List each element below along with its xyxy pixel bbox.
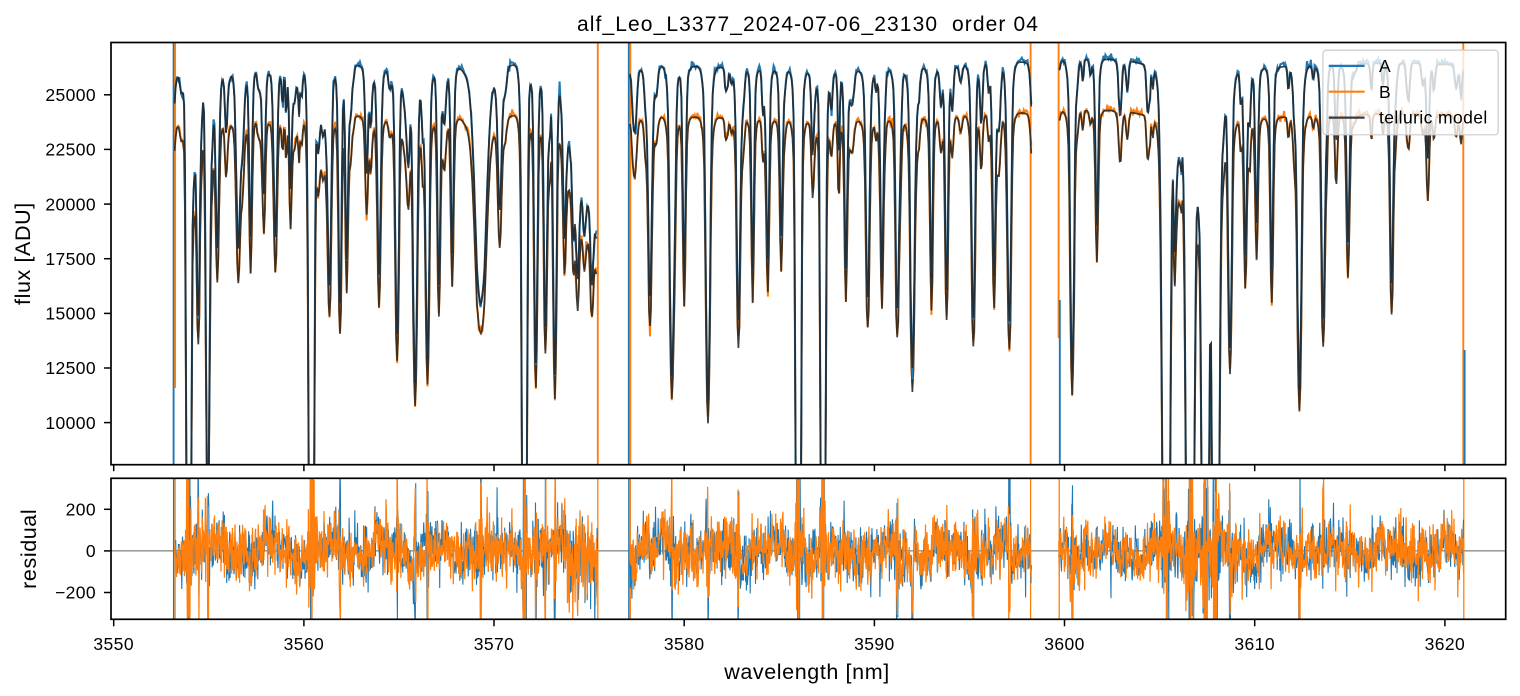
svg-text:3570: 3570 bbox=[474, 634, 515, 654]
svg-text:20000: 20000 bbox=[45, 194, 96, 214]
svg-text:alf_Leo_L3377_2024-07-06_23130: alf_Leo_L3377_2024-07-06_23130 order 04 bbox=[577, 13, 1039, 36]
svg-text:telluric model: telluric model bbox=[1379, 108, 1488, 128]
svg-text:3560: 3560 bbox=[284, 634, 325, 654]
svg-text:3550: 3550 bbox=[93, 634, 134, 654]
svg-text:0: 0 bbox=[86, 541, 96, 561]
svg-text:−200: −200 bbox=[55, 583, 96, 603]
svg-text:22500: 22500 bbox=[45, 140, 96, 160]
svg-text:10000: 10000 bbox=[45, 413, 96, 433]
svg-text:17500: 17500 bbox=[45, 249, 96, 269]
svg-text:25000: 25000 bbox=[45, 85, 96, 105]
svg-text:3580: 3580 bbox=[664, 634, 705, 654]
svg-text:residual: residual bbox=[17, 509, 41, 589]
svg-text:3610: 3610 bbox=[1234, 634, 1275, 654]
svg-text:A: A bbox=[1379, 56, 1391, 76]
svg-text:3590: 3590 bbox=[854, 634, 895, 654]
svg-text:12500: 12500 bbox=[45, 358, 96, 378]
svg-text:flux [ADU]: flux [ADU] bbox=[11, 202, 35, 305]
svg-text:15000: 15000 bbox=[45, 304, 96, 324]
svg-text:wavelength [nm]: wavelength [nm] bbox=[723, 660, 890, 684]
svg-text:3600: 3600 bbox=[1044, 634, 1085, 654]
svg-text:B: B bbox=[1379, 82, 1391, 102]
svg-text:200: 200 bbox=[66, 500, 96, 520]
svg-text:3620: 3620 bbox=[1425, 634, 1466, 654]
